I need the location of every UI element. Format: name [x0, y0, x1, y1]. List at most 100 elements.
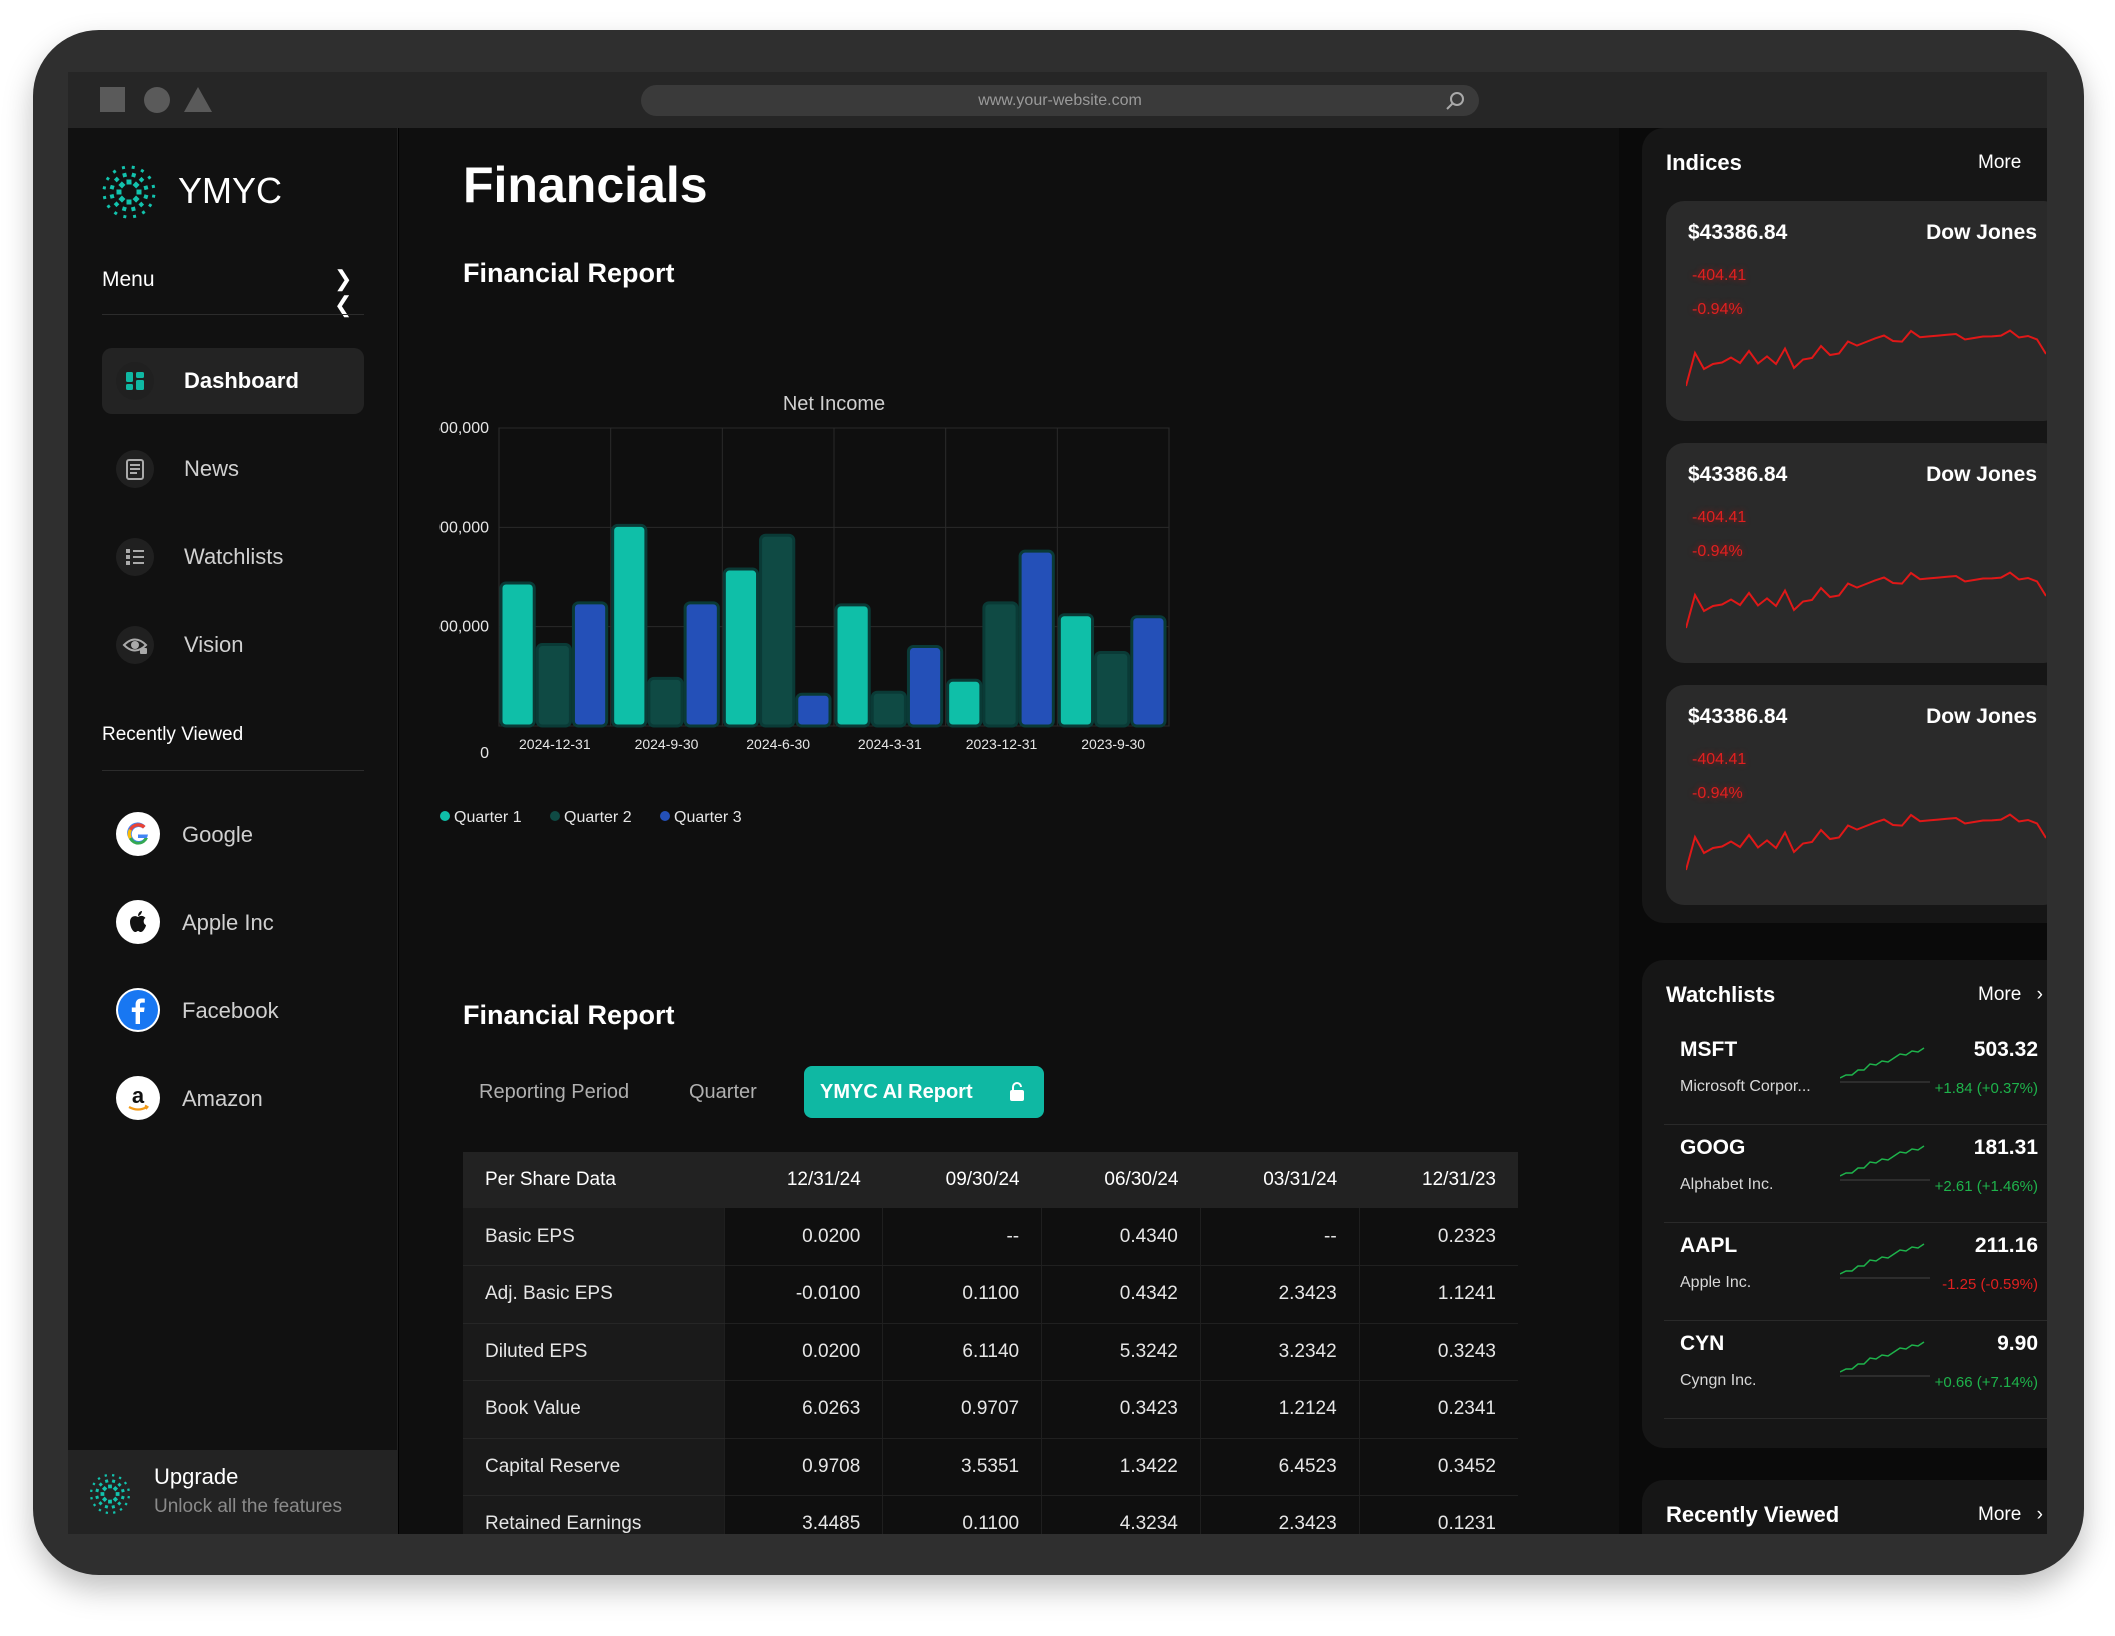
x-tick-label: 2024-12-31 [519, 736, 591, 752]
bar[interactable] [982, 601, 1019, 728]
recently-viewed-panel: Recently Viewed More › [1642, 1480, 2047, 1534]
recently-viewed-more-link[interactable]: More › [1978, 1504, 2043, 1526]
more-label: More [1978, 984, 2022, 1005]
watchlists-more-link[interactable]: More › [1978, 984, 2043, 1006]
ticker-price: 211.16 [1974, 1234, 2038, 1257]
ticker-change: +0.66 (+7.14%) [1934, 1374, 2038, 1391]
bar[interactable] [647, 676, 684, 728]
bar[interactable] [611, 523, 648, 728]
bar[interactable] [499, 581, 536, 728]
table-cell: 2.3423 [1199, 1495, 1360, 1534]
bar[interactable] [1094, 650, 1131, 728]
bar[interactable] [946, 678, 983, 728]
url-bar[interactable]: www.your-website.com [641, 85, 1479, 116]
circle-icon [144, 87, 170, 113]
table-cell: 1.1241 [1358, 1265, 1518, 1324]
tab-reporting-period[interactable]: Reporting Period [479, 1081, 630, 1103]
y-tick-label: 0 [480, 745, 489, 762]
index-name: Dow Jones [1926, 463, 2037, 486]
watchlist-row[interactable]: CYN Cyngn Inc. 9.90 +0.66 (+7.14%) [1664, 1322, 2047, 1419]
recent-item-facebook[interactable]: Facebook [116, 986, 366, 1036]
chart-title: Net Income [783, 393, 885, 415]
bar[interactable] [795, 692, 832, 728]
index-change: -404.41 [1692, 267, 1747, 284]
recent-item-google[interactable]: Google [116, 810, 366, 860]
recently-viewed-divider [102, 770, 364, 771]
watchlist-row[interactable]: AAPL Apple Inc. 211.16 -1.25 (-0.59%) [1664, 1224, 2047, 1321]
recent-label: Google [182, 822, 253, 847]
legend-item[interactable]: Quarter 1 [440, 809, 522, 826]
tab-quarter[interactable]: Quarter [689, 1081, 757, 1103]
bar[interactable] [535, 643, 572, 728]
sidebar: YMYC Menu ❯❮ Dashboard News Watchlists [68, 128, 398, 1534]
index-card[interactable]: $43386.84 Dow Jones -404.41 -0.94% [1666, 443, 2047, 663]
amazon-icon: a [116, 1076, 160, 1120]
table-cell: 0.9708 [723, 1438, 883, 1496]
nav-item-dashboard[interactable]: Dashboard [102, 348, 364, 414]
table-cell: 0.9707 [882, 1380, 1042, 1439]
nav-item-news[interactable]: News [102, 436, 364, 502]
net-income-chart: Net Income 0 500,000 1,000,000 1,500,000 2024… [439, 393, 1170, 826]
square-icon [100, 87, 125, 112]
watchlist-row[interactable]: MSFT Microsoft Corpor... 503.32 +1.84 (+… [1664, 1028, 2047, 1125]
table-cell: 0.0200 [723, 1323, 883, 1381]
legend-item[interactable]: Quarter 3 [660, 809, 742, 826]
nav-label: Watchlists [184, 544, 284, 569]
lock-open-icon [1010, 1082, 1024, 1101]
table-cell: 0.3243 [1358, 1323, 1518, 1381]
recent-item-amazon[interactable]: a Amazon [116, 1074, 366, 1124]
index-card[interactable]: $43386.84 Dow Jones -404.41 -0.94% [1666, 685, 2047, 905]
main-content: Financials Financial Report Net Income 0 5… [399, 128, 1619, 1534]
recent-item-apple[interactable]: Apple Inc [116, 898, 366, 948]
index-price: $43386.84 [1688, 221, 1788, 244]
bar[interactable] [906, 645, 944, 728]
table-cell: 0.1100 [882, 1495, 1042, 1534]
table-row: Capital Reserve 0.9708 3.5351 1.3422 6.4523 0… [463, 1438, 1518, 1496]
ticker-sparkline [1840, 1243, 1930, 1279]
x-tick-label: 2024-6-30 [746, 736, 810, 752]
more-label: More [1978, 1504, 2022, 1525]
x-tick-label: 2023-9-30 [1081, 736, 1145, 752]
ymyc-logo-icon [102, 165, 156, 219]
table-cell: 0.2323 [1358, 1208, 1518, 1266]
bar[interactable] [870, 690, 907, 728]
watchlist-row[interactable]: GOOG Alphabet Inc. 181.31 +2.61 (+1.46%) [1664, 1126, 2047, 1223]
bar[interactable] [834, 603, 871, 728]
svg-text:a: a [132, 1083, 145, 1108]
table-cell: 0.1100 [882, 1265, 1042, 1324]
legend-label: Quarter 1 [454, 809, 522, 826]
table-cell: 3.5351 [882, 1438, 1042, 1496]
bar[interactable] [571, 601, 609, 728]
table-header: 12/31/23 [1422, 1169, 1496, 1190]
bar[interactable] [1057, 613, 1095, 728]
upgrade-card[interactable]: Upgrade Unlock all the features [68, 1450, 398, 1534]
bar[interactable] [1130, 615, 1167, 728]
ticker-sparkline [1840, 1047, 1930, 1083]
table-cell: -- [1199, 1208, 1360, 1266]
legend-item[interactable]: Quarter 2 [550, 809, 632, 826]
table-row: Book Value 6.0263 0.9707 0.3423 1.2124 0.2341 [463, 1380, 1518, 1439]
recently-viewed-panel-title: Recently Viewed [1666, 1502, 1840, 1527]
ticker-change: +1.84 (+0.37%) [1934, 1080, 2038, 1097]
watchlists-title: Watchlists [1666, 982, 1776, 1007]
indices-more-link[interactable]: More [1978, 152, 2022, 173]
tab-ymyc-ai-report[interactable]: YMYC AI Report [804, 1066, 1044, 1118]
table-cell: 0.4342 [1041, 1265, 1201, 1324]
y-tick-label: 1,500,000 [439, 420, 489, 437]
index-card[interactable]: $43386.84 Dow Jones -404.41 -0.94% [1666, 201, 2047, 421]
bar[interactable] [1018, 549, 1055, 728]
bar[interactable] [722, 567, 760, 728]
search-icon[interactable] [1445, 91, 1465, 111]
bar[interactable] [683, 601, 720, 728]
menu-divider [102, 314, 364, 315]
nav-item-watchlists[interactable]: Watchlists [102, 524, 364, 590]
ticker-sparkline [1840, 1341, 1930, 1377]
tab-label: YMYC AI Report [820, 1081, 973, 1103]
table-cell: 1.3422 [1041, 1438, 1201, 1496]
table-cell: -0.0100 [723, 1265, 883, 1324]
y-tick-label: 1,000,000 [439, 519, 489, 536]
bar[interactable] [759, 533, 796, 728]
collapse-icon[interactable]: ❯❮ [334, 266, 353, 317]
nav-item-vision[interactable]: Vision [102, 612, 364, 678]
x-tick-label: 2024-9-30 [635, 736, 699, 752]
